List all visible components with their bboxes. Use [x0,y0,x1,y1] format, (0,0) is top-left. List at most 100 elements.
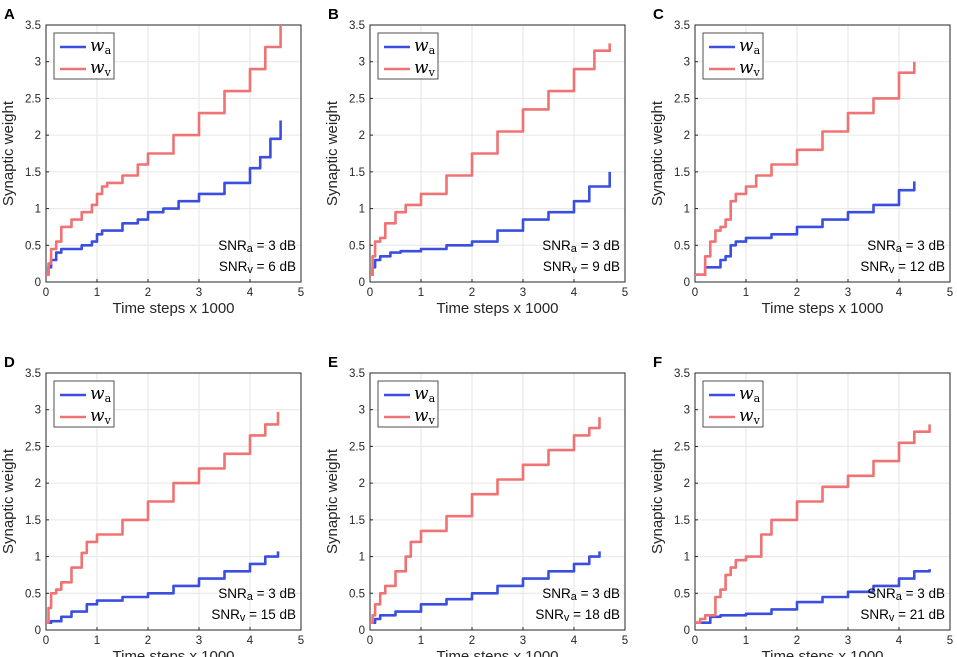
x-tick-label: 2 [794,287,800,299]
series-line-wv [46,411,280,624]
snr-annotation-a: SNRa = 3 dB [218,238,296,255]
y-tick-label: 3.5 [674,20,690,32]
x-axis-label: Time steps x 1000 [762,648,884,657]
y-tick-label: 3 [35,405,41,417]
series-line-wa [370,551,601,624]
y-tick-label: 3.5 [349,368,365,380]
series-line-wv [370,43,611,276]
x-tick-label: 4 [571,635,578,647]
y-tick-label: 0.5 [674,588,690,600]
axes-box [369,24,626,283]
x-axis-label: Time steps x 1000 [437,300,559,317]
panel-label: A [4,6,15,23]
axes-box [45,24,302,283]
y-tick-label: 3.5 [674,368,690,380]
y-tick-label: 0 [684,625,690,637]
x-tick-label: 5 [947,287,953,299]
x-axis-label: Time steps x 1000 [437,648,559,657]
y-tick-label: 3.5 [25,368,41,380]
x-tick-label: 0 [367,287,373,299]
y-tick-label: 1 [35,204,41,216]
x-tick-label: 2 [469,635,475,647]
snr-annotation-v: SNRv = 6 dB [219,259,296,276]
y-axis-label: Synaptic weight [0,448,17,554]
snr-annotation-v: SNRv = 12 dB [860,259,945,276]
panel-label: D [4,354,15,371]
snr-annotation-a: SNRa = 3 dB [867,238,945,255]
y-tick-label: 3.5 [25,20,41,32]
y-tick-label: 0 [35,277,41,289]
y-tick-label: 2.5 [25,93,41,105]
x-tick-label: 4 [571,287,578,299]
legend-box [53,380,115,428]
x-tick-label: 1 [743,287,749,299]
y-tick-label: 0.5 [349,588,365,600]
x-axis-label: Time steps x 1000 [762,300,884,317]
y-axis-label: Synaptic weight [324,448,341,554]
y-tick-label: 1.5 [25,167,41,179]
snr-annotation-v: SNRv = 21 dB [860,607,945,624]
y-tick-label: 2.5 [674,93,690,105]
snr-annotation-v: SNRv = 9 dB [543,259,620,276]
y-tick-label: 0 [359,625,365,637]
panel-c: 0 1 2 3 4 5 0 0.5 1 1.5 2 2.5 3 3.5 Time steps x 1000 S… [649,6,953,317]
snr-annotation-v: SNRv = 18 dB [535,607,620,624]
series-line-wa [46,551,280,624]
x-tick-label: 3 [845,635,851,647]
x-tick-label: 5 [622,635,628,647]
x-tick-label: 4 [247,287,254,299]
y-tick-label: 0 [684,277,690,289]
y-tick-label: 1 [684,552,690,564]
series-line-wa [695,569,931,624]
panel-label: B [328,6,339,23]
snr-annotation-a: SNRa = 3 dB [218,586,296,603]
y-tick-label: 0.5 [674,240,690,252]
y-axis-label: Synaptic weight [649,100,666,206]
y-axis-label: Synaptic weight [0,100,17,206]
y-tick-label: 1.5 [349,515,365,527]
y-tick-label: 0.5 [349,240,365,252]
y-tick-label: 3 [359,405,365,417]
x-tick-label: 0 [367,635,373,647]
x-axis-label: Time steps x 1000 [113,648,235,657]
series-line-wa [46,120,282,276]
y-tick-label: 2 [684,478,690,490]
legend-box [53,32,115,80]
x-tick-label: 1 [743,635,749,647]
y-tick-label: 1.5 [349,167,365,179]
x-tick-label: 1 [94,635,100,647]
y-tick-label: 3 [684,57,690,69]
x-tick-label: 3 [196,287,202,299]
x-tick-label: 4 [247,635,254,647]
series-line-wa [370,171,611,276]
panel-f: 0 1 2 3 4 5 0 0.5 1 1.5 2 2.5 3 3.5 Time steps x 1000 S… [649,354,953,657]
panel-b: 0 1 2 3 4 5 0 0.5 1 1.5 2 2.5 3 3.5 Time steps x 1000 S… [324,6,628,317]
y-tick-label: 2 [359,130,365,142]
x-tick-label: 5 [622,287,628,299]
y-tick-label: 0 [35,625,41,637]
y-tick-label: 2.5 [25,441,41,453]
panel-a: 0 1 2 3 4 5 0 0.5 1 1.5 2 2.5 3 3.5 Time steps x 1000 S… [0,6,304,317]
y-tick-label: 0.5 [25,240,41,252]
y-tick-label: 3.5 [349,20,365,32]
x-tick-label: 5 [947,635,953,647]
snr-annotation-a: SNRa = 3 dB [542,586,620,603]
y-tick-label: 1 [359,552,365,564]
y-tick-label: 2 [359,478,365,490]
y-tick-label: 1.5 [674,167,690,179]
x-tick-label: 5 [298,287,304,299]
legend-box [377,32,439,80]
y-tick-label: 2.5 [349,93,365,105]
series-line-wv [695,424,931,624]
axes-box [694,24,951,283]
x-tick-label: 3 [845,287,851,299]
y-tick-label: 2 [35,478,41,490]
y-tick-label: 1 [35,552,41,564]
x-tick-label: 2 [145,287,151,299]
x-tick-label: 0 [692,287,698,299]
